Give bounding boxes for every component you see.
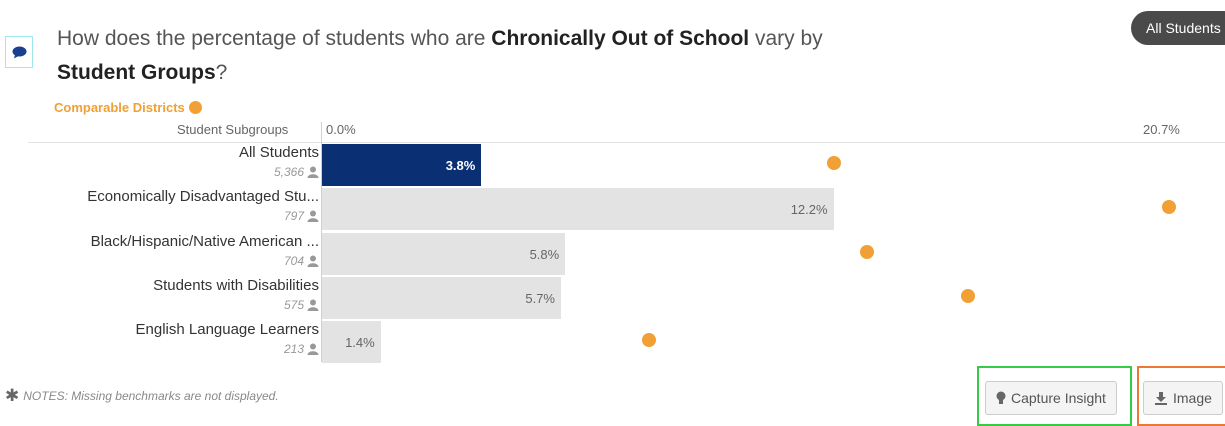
benchmark-dot[interactable] bbox=[1162, 200, 1177, 215]
row-label: All Students bbox=[238, 144, 319, 161]
notes-text: NOTES: Missing benchmarks are not displa… bbox=[23, 389, 279, 403]
row-count: 704 bbox=[284, 254, 319, 268]
row-count-value: 704 bbox=[283, 253, 304, 268]
row-count: 575 bbox=[284, 298, 319, 312]
user-icon bbox=[307, 166, 319, 178]
benchmark-dot[interactable] bbox=[960, 288, 975, 303]
capture-insight-button[interactable]: Capture Insight bbox=[985, 381, 1117, 415]
user-icon bbox=[307, 210, 319, 223]
capture-insight-label: Capture Insight bbox=[1011, 390, 1106, 406]
row-label: Economically Disadvantaged Stu... bbox=[87, 188, 319, 206]
user-icon bbox=[307, 255, 319, 267]
benchmark-legend: Comparable Districts bbox=[54, 100, 202, 115]
benchmark-dot[interactable] bbox=[826, 156, 841, 170]
bar[interactable] bbox=[322, 276, 561, 319]
row-label: Black/Hispanic/Native American ... bbox=[90, 232, 319, 250]
question-middle: vary by bbox=[749, 27, 823, 50]
row-count-value: 213 bbox=[283, 342, 304, 357]
bar[interactable] bbox=[322, 232, 566, 275]
bar-value-label: 1.4% bbox=[345, 335, 375, 351]
speech-bubble-icon bbox=[12, 46, 26, 58]
row-count-value: 5,366 bbox=[273, 165, 304, 179]
bar[interactable] bbox=[322, 188, 834, 231]
benchmark-dot[interactable] bbox=[860, 244, 875, 259]
bar[interactable] bbox=[322, 321, 381, 364]
row-count: 797 bbox=[284, 209, 319, 223]
benchmark-dot[interactable] bbox=[642, 333, 657, 348]
question-prefix: How does the percentage of students who … bbox=[57, 27, 492, 50]
row-count: 5,366 bbox=[274, 165, 319, 179]
bar-value-label: 12.2% bbox=[790, 202, 828, 218]
image-download-button[interactable]: Image bbox=[1143, 381, 1223, 415]
axis-zero-line bbox=[321, 122, 322, 362]
student-filter-pill[interactable]: All Students bbox=[1131, 11, 1225, 45]
user-icon bbox=[307, 343, 319, 356]
bar-value-label: 3.8% bbox=[445, 158, 476, 173]
comment-toggle[interactable] bbox=[5, 36, 33, 68]
chart-question: How does the percentage of students who … bbox=[57, 22, 917, 90]
notes: ✱ NOTES: Missing benchmarks are not disp… bbox=[5, 386, 279, 406]
lightbulb-icon bbox=[996, 391, 1006, 404]
user-icon bbox=[307, 299, 319, 311]
row-count-value: 797 bbox=[283, 209, 304, 224]
header-divider bbox=[28, 142, 1225, 143]
question-suffix: ? bbox=[215, 61, 228, 84]
row-count: 213 bbox=[284, 342, 319, 356]
row-label: English Language Learners bbox=[135, 321, 319, 339]
asterisk-icon: ✱ bbox=[5, 386, 20, 405]
benchmark-legend-dot bbox=[188, 101, 202, 114]
question-group-dimension: Student Groups bbox=[57, 61, 216, 84]
axis-max-label: 20.7% bbox=[1143, 122, 1180, 137]
axis-min-label: 0.0% bbox=[326, 122, 356, 137]
bar[interactable] bbox=[322, 144, 482, 186]
benchmark-legend-label: Comparable Districts bbox=[54, 100, 185, 115]
bar-value-label: 5.8% bbox=[529, 246, 560, 262]
image-download-label: Image bbox=[1173, 390, 1212, 406]
question-metric: Chronically Out of School bbox=[491, 27, 750, 50]
bar-value-label: 5.7% bbox=[525, 290, 555, 306]
category-header: Student Subgroups bbox=[177, 122, 289, 137]
row-label: Students with Disabilities bbox=[153, 276, 319, 294]
row-count-value: 575 bbox=[283, 297, 304, 312]
download-icon bbox=[1155, 392, 1167, 405]
